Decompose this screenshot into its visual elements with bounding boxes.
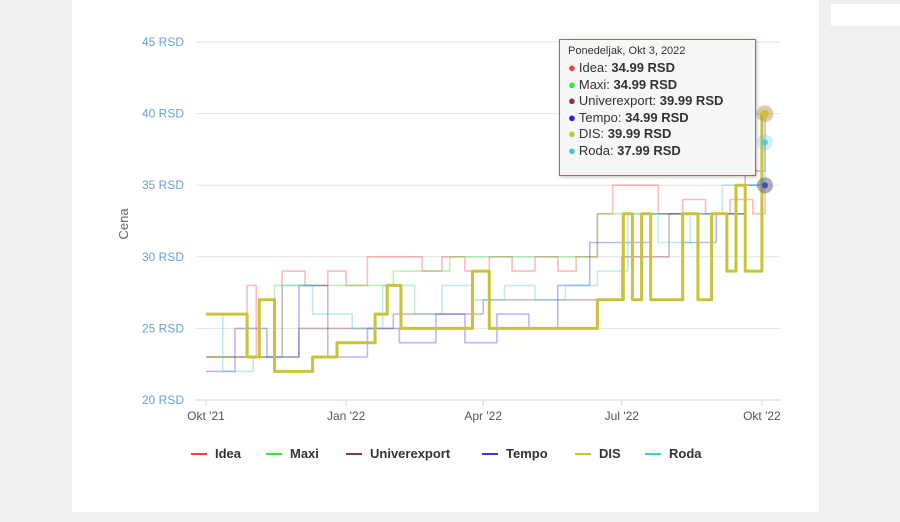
y-tick-label: 20 RSD <box>142 393 184 407</box>
legend-label: DIS <box>599 446 621 461</box>
series-line-dis[interactable] <box>206 112 767 373</box>
tooltip-dot-icon: ● <box>568 93 576 109</box>
legend-label: Tempo <box>506 446 548 461</box>
tooltip-series-value: 34.99 RSD <box>611 60 675 75</box>
series-line-idea[interactable] <box>206 184 766 358</box>
legend-label: Maxi <box>290 446 319 461</box>
x-axis-ticks: Okt '21 Jan '22 Apr '22 Jul '22 Okt '22 <box>187 399 781 423</box>
point-marker-tempo[interactable] <box>761 182 768 189</box>
tooltip-series-value: 34.99 RSD <box>625 109 689 125</box>
tooltip-series-name: DIS: <box>578 126 608 142</box>
tooltip-row-maxi: ● Maxi: 34.99 RSD <box>568 77 747 94</box>
series-line-tempo[interactable] <box>206 184 766 373</box>
y-axis-label: Cena <box>116 208 131 240</box>
legend-item-roda[interactable]: Roda <box>645 446 702 461</box>
y-tick-label: 40 RSD <box>142 107 184 121</box>
tooltip-series-name: Idea: <box>578 60 612 75</box>
series-markers <box>755 104 774 194</box>
tooltip: Ponedeljak, Okt 3, 2022 ● Idea: 34.99 RSD… <box>559 39 756 176</box>
tooltip-row-univerexport: ● Univerexport: 39.99 RSD <box>568 93 747 110</box>
tooltip-dot-icon: ● <box>568 109 576 125</box>
legend-label: Idea <box>215 446 242 461</box>
x-tick-label: Okt '21 <box>187 409 225 423</box>
tooltip-series-name: Roda: <box>578 142 618 158</box>
tooltip-series-name: Tempo: <box>578 109 626 125</box>
tooltip-series-value: 34.99 RSD <box>613 76 678 92</box>
tooltip-row-roda: ● Roda: 37.99 RSD <box>568 143 747 160</box>
y-tick-label: 45 RSD <box>142 35 184 49</box>
tooltip-dot-icon: ● <box>568 142 576 158</box>
x-tick-label: Jan '22 <box>327 409 366 423</box>
y-tick-label: 35 RSD <box>142 178 184 192</box>
point-marker-dis[interactable] <box>760 109 769 118</box>
tooltip-row-idea: ● Idea: 34.99 RSD <box>568 60 747 77</box>
x-tick-label: Jul '22 <box>605 409 640 423</box>
point-marker-roda[interactable] <box>761 139 768 146</box>
legend-item-idea[interactable]: Idea <box>191 446 242 461</box>
tooltip-date: Ponedeljak, Okt 3, 2022 <box>568 45 686 57</box>
tooltip-series-value: 37.99 RSD <box>617 142 681 158</box>
y-tick-label: 25 RSD <box>142 321 184 335</box>
legend-item-dis[interactable]: DIS <box>575 446 621 461</box>
series-lines <box>206 112 767 373</box>
legend-item-univerexport[interactable]: Univerexport <box>346 446 451 461</box>
tooltip-dot-icon: ● <box>568 60 576 75</box>
tooltip-row-dis: ● DIS: 39.99 RSD <box>568 126 747 143</box>
legend-item-tempo[interactable]: Tempo <box>482 446 548 461</box>
tooltip-series-value: 39.99 RSD <box>607 126 672 142</box>
tooltip-series-name: Univerexport: <box>578 93 660 109</box>
x-tick-label: Apr '22 <box>464 409 502 423</box>
top-right-box <box>831 4 900 26</box>
y-axis-ticks: 20 RSD 25 RSD 30 RSD 35 RSD 40 RSD 45 RSD <box>142 35 184 407</box>
x-tick-label: Okt '22 <box>743 409 781 423</box>
y-tick-label: 30 RSD <box>142 250 184 264</box>
tooltip-dot-icon: ● <box>568 76 576 92</box>
legend: Idea Maxi Univerexport Tempo DIS Roda <box>191 446 702 461</box>
tooltip-row-tempo: ● Tempo: 34.99 RSD <box>568 110 747 127</box>
tooltip-dot-icon: ● <box>568 126 576 142</box>
legend-item-maxi[interactable]: Maxi <box>266 446 319 461</box>
tooltip-series-value: 39.99 RSD <box>659 93 724 109</box>
legend-label: Univerexport <box>370 446 451 461</box>
legend-label: Roda <box>669 446 702 461</box>
tooltip-rows: ● Idea: 34.99 RSD ● Maxi: 34.99 RSD ● Univere… <box>568 60 747 160</box>
tooltip-series-name: Maxi: <box>578 76 614 92</box>
